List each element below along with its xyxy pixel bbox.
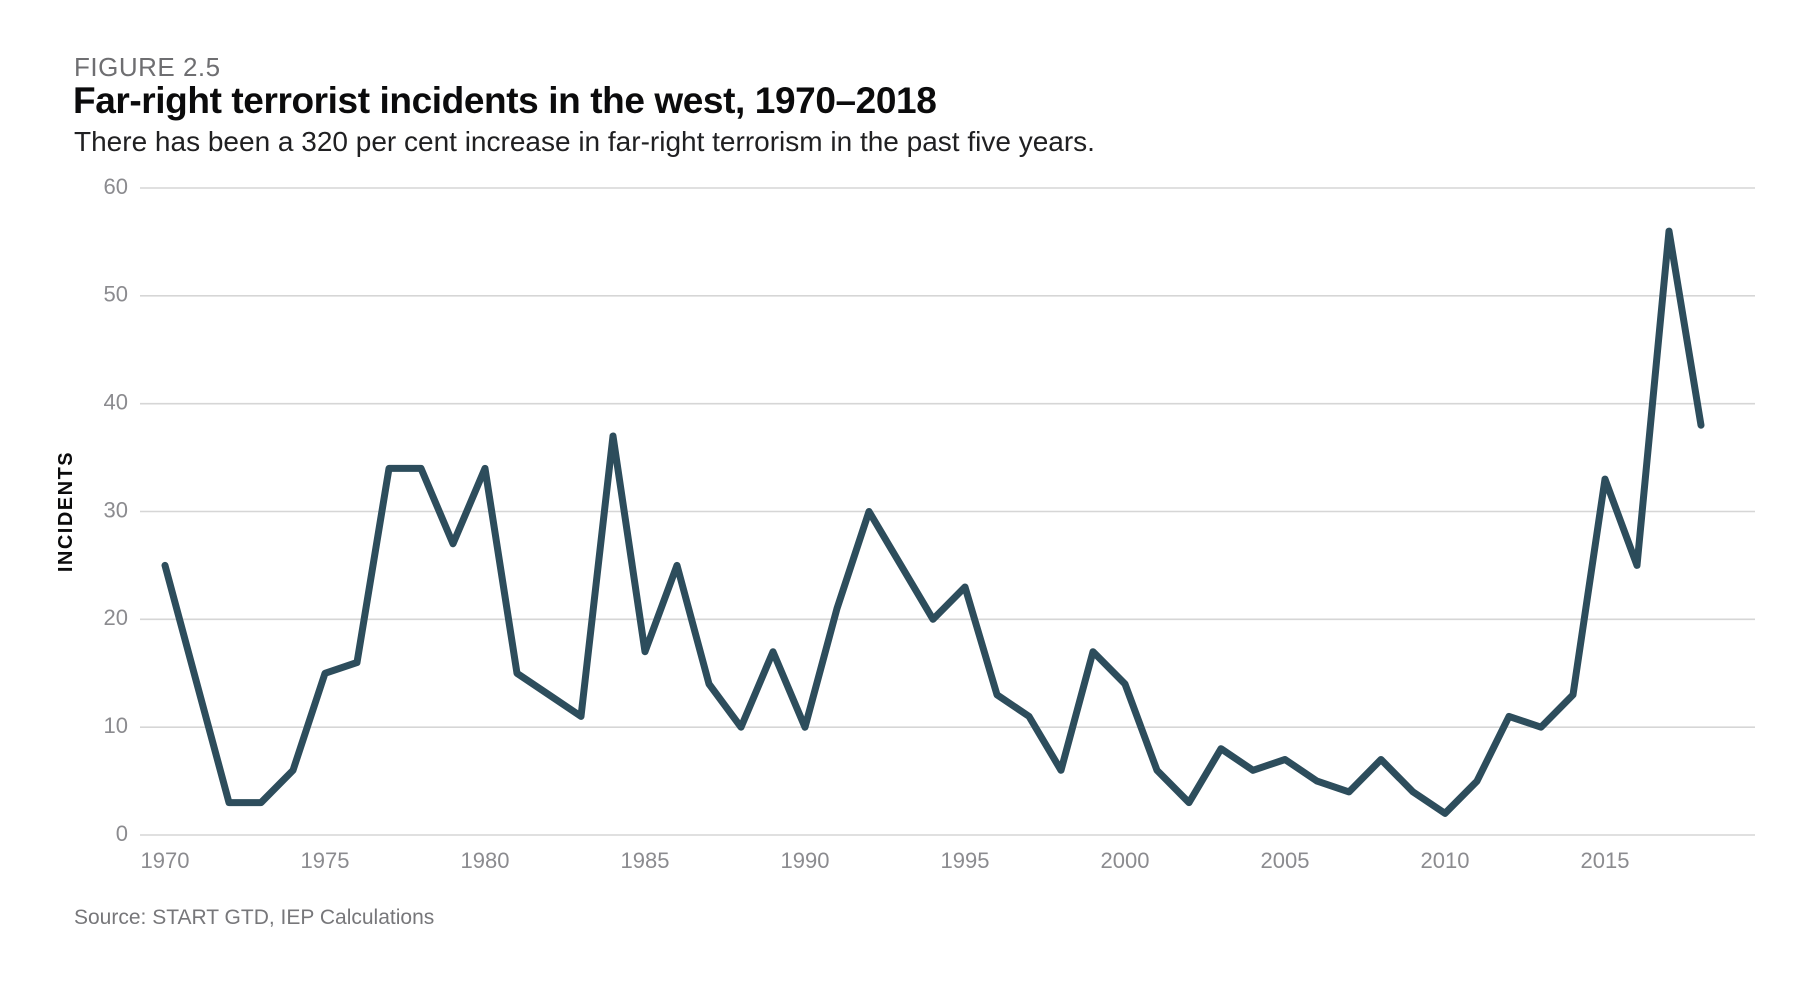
y-axis-tick-label: 20 [104,605,128,630]
y-axis-tick-label: 50 [104,282,128,307]
y-axis-tick-label: 40 [104,389,128,414]
y-axis-tick-label: 10 [104,713,128,738]
x-axis-tick-label: 1995 [941,848,990,873]
chart-title: Far-right terrorist incidents in the wes… [73,80,937,121]
x-axis-tick-label: 1980 [461,848,510,873]
x-axis-tick-label: 1970 [141,848,190,873]
x-axis-tick-label: 1975 [301,848,350,873]
figure-label: FIGURE 2.5 [74,52,221,82]
y-axis-tick-label: 0 [116,821,128,846]
x-axis-tick-label: 1990 [781,848,830,873]
x-axis-tick-label: 2010 [1421,848,1470,873]
y-axis-tick-label: 30 [104,497,128,522]
incidents-line [161,227,1705,817]
chart-subtitle: There has been a 320 per cent increase i… [74,126,1095,157]
x-axis-tick-label: 1985 [621,848,670,873]
x-axis-tick-label: 2015 [1581,848,1630,873]
y-axis-tick-label: 60 [104,174,128,199]
source-note: Source: START GTD, IEP Calculations [74,906,435,929]
x-axis-tick-label: 2005 [1261,848,1310,873]
x-axis-tick-label: 2000 [1101,848,1150,873]
y-axis-title: INCIDENTS [55,451,77,572]
